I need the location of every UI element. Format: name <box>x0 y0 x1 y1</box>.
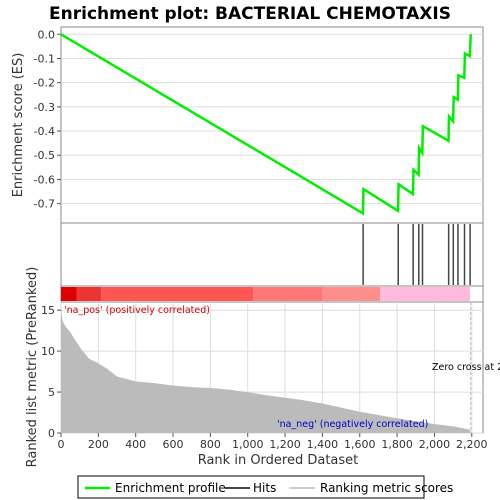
es-tick-label: -0.2 <box>34 77 55 90</box>
ranked-metric-panel: Zero cross at 2 'na_pos' (positively cor… <box>25 267 500 468</box>
ranked-y-tick-label: 5 <box>48 386 55 399</box>
ranked-x-ticks: 0 200 400 600 800 1,000 1,200 1,400 1,600 1,800 2,… <box>58 433 488 451</box>
ranked-x-tick-label: 0 <box>58 438 65 451</box>
ranked-x-tick-label: 800 <box>200 438 221 451</box>
chart-title: Enrichment plot: BACTERIAL CHEMOTAXIS <box>49 4 451 24</box>
es-tick-label: -0.3 <box>34 101 55 114</box>
ranked-y-tick-label: 10 <box>41 345 55 358</box>
enrichment-score-panel: 0.0 -0.1 -0.2 -0.3 -0.4 -0.5 -0.6 -0.7 Enrichme… <box>11 26 484 224</box>
legend-ranking-label: Ranking metric scores <box>320 481 453 495</box>
es-y-ticks: 0.0 -0.1 -0.2 -0.3 -0.4 -0.5 -0.6 -0.7 <box>34 28 61 211</box>
na-pos-label: 'na_pos' (positively correlated) <box>64 305 210 316</box>
legend-enrichment-label: Enrichment profile <box>115 481 226 495</box>
ranked-y-tick-label: 15 <box>41 304 55 317</box>
ranked-x-axis-label: Rank in Ordered Dataset <box>198 453 359 468</box>
ranked-x-tick-label: 1,600 <box>344 438 376 451</box>
hits-panel <box>60 222 484 287</box>
es-grid <box>61 33 483 205</box>
ranked-x-tick-label: 1,000 <box>232 438 264 451</box>
es-tick-label: -0.4 <box>34 125 55 138</box>
colorbar-band <box>253 287 323 301</box>
ranked-y-ticks: 0 5 10 15 <box>41 304 61 440</box>
ranked-metric-area <box>61 303 471 433</box>
es-tick-label: -0.7 <box>34 198 55 211</box>
enrichment-profile-line <box>60 33 472 216</box>
ranked-y-tick-label: 0 <box>48 427 55 440</box>
colorbar-bands <box>61 287 470 301</box>
ranked-x-tick-label: 200 <box>88 438 109 451</box>
es-y-axis-label: Enrichment score (ES) <box>11 53 26 198</box>
colorbar-band <box>380 287 470 301</box>
colorbar-band <box>76 287 102 301</box>
es-tick-label: -0.5 <box>34 149 55 162</box>
zero-cross-label: Zero cross at 2 <box>432 362 500 373</box>
na-neg-label: 'na_neg' (negatively correlated) <box>277 419 428 430</box>
es-tick-label: -0.6 <box>34 173 55 186</box>
legend-hits-label: Hits <box>253 481 276 495</box>
rank-colorbar <box>60 285 484 303</box>
ranked-x-tick-label: 600 <box>163 438 184 451</box>
ranked-x-tick-label: 400 <box>125 438 146 451</box>
colorbar-band <box>322 287 381 301</box>
ranked-x-tick-label: 1,200 <box>269 438 301 451</box>
es-tick-label: 0.0 <box>38 28 56 41</box>
hit-lines <box>362 224 471 285</box>
colorbar-band <box>101 287 254 301</box>
legend: Enrichment profile Hits Ranking metric s… <box>77 475 453 499</box>
es-tick-label: -0.1 <box>34 52 55 65</box>
colorbar-band <box>61 287 77 301</box>
ranked-x-tick-label: 2,200 <box>456 438 488 451</box>
ranked-y-axis-label: Ranked list metric (PreRanked) <box>25 267 40 468</box>
ranked-x-tick-label: 1,400 <box>307 438 339 451</box>
ranked-x-tick-label: 2,000 <box>419 438 451 451</box>
ranked-x-tick-label: 1,800 <box>381 438 413 451</box>
